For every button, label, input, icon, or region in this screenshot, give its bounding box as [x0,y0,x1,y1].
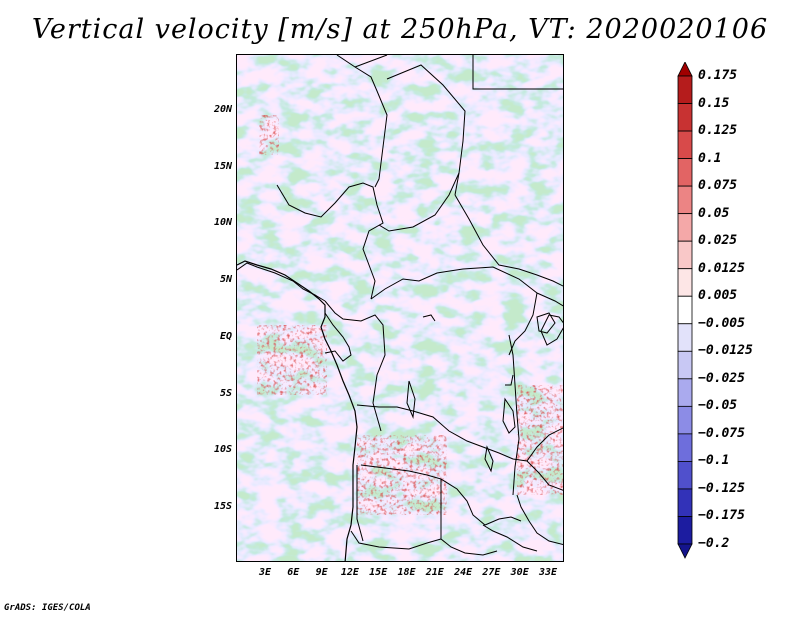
colorbar-label: −0.1 [698,453,730,469]
lon-tick-label: 9E [315,567,328,578]
colorbar-swatch [677,405,693,435]
colorbar-label: 0.15 [698,95,730,111]
colorbar-label: −0.2 [698,536,730,551]
colorbar-label: 0.125 [698,123,738,139]
vertical-velocity-field [237,55,563,561]
colorbar [677,62,693,559]
colorbar-swatch [677,185,693,215]
coastline [237,260,358,561]
chart-title: Vertical velocity [m/s] at 250hPa, VT: 2… [31,14,769,45]
colorbar-label: 0.005 [698,288,738,304]
colorbar-swatch [677,62,693,77]
lon-tick-label: 27E [482,567,501,578]
lat-tick-label: 15N [213,160,232,172]
lon-tick-label: 12E [340,567,359,578]
colorbar-swatch [677,75,693,104]
colorbar-swatch [677,516,693,545]
lon-tick-label: 3E [258,567,272,578]
colorbar-swatch [677,295,693,325]
colorbar-label: −0.125 [698,480,745,496]
colorbar-label: −0.05 [698,398,738,414]
colorbar-label: 0.175 [698,68,738,83]
lon-tick-label: 15E [369,567,388,578]
colorbar-label: −0.0125 [698,343,753,359]
lat-tick-label: 10N [213,217,232,229]
credit-text: GrADS: IGES/COLA [4,603,91,613]
lon-tick-label: 18E [397,567,416,578]
colorbar-swatch [677,103,693,132]
colorbar-swatch [677,543,693,559]
map-panel[interactable] [236,54,564,562]
lat-tick-label: 5S [219,387,232,399]
colorbar-swatch [677,323,693,352]
colorbar-swatch [677,350,693,380]
colorbar-swatch [677,461,693,490]
colorbar-label: 0.025 [698,233,738,249]
colorbar-swatch [677,268,693,297]
lon-tick-label: 6E [287,567,300,578]
lat-tick-label: 5N [219,274,232,286]
colorbar-label: 0.05 [698,205,730,221]
colorbar-swatch [677,213,693,242]
lon-tick-label: 24E [454,567,473,578]
colorbar-label: 0.0125 [698,260,745,276]
lat-tick-label: 15S [213,500,232,512]
lon-tick-label: 30E [510,567,529,578]
lat-tick-label: 20N [213,104,232,115]
colorbar-label: −0.175 [698,508,745,524]
lon-tick-label: 21E [425,567,444,578]
colorbar-label: −0.075 [698,425,745,441]
colorbar-swatch [677,378,693,407]
colorbar-swatch [677,240,693,270]
lat-tick-label: EQ [219,330,232,342]
lat-tick-label: 10S [213,444,232,456]
colorbar-label: 0.075 [698,178,738,194]
colorbar-label: −0.005 [698,315,745,331]
colorbar-swatch [677,130,693,159]
colorbar-swatch [677,488,693,517]
convection-patches [257,115,563,515]
colorbar-swatch [677,158,693,187]
colorbar-label: −0.025 [698,370,745,386]
country-borders [237,55,563,556]
lon-tick-label: 33E [538,567,558,578]
lakes [406,312,556,473]
colorbar-swatch [677,433,693,462]
colorbar-label: 0.1 [698,150,722,166]
